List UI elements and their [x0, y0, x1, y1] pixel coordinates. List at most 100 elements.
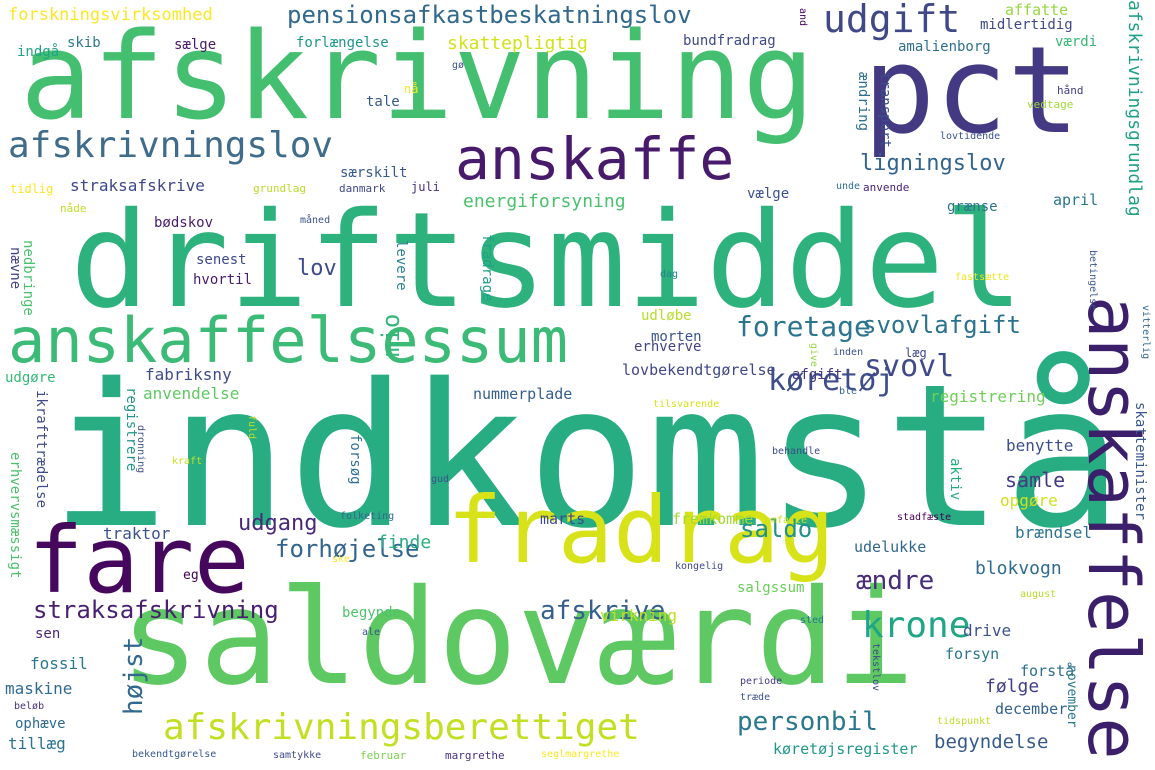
word-grundlag: grundlag: [253, 182, 306, 195]
word-forlængelse: forlængelse: [296, 35, 389, 51]
word-sted: sted: [800, 615, 825, 626]
word-forstå: forstå: [1020, 662, 1075, 680]
word-ske: ske: [332, 554, 351, 565]
word-køretøjsregister: køretøjsregister: [773, 740, 918, 758]
word-pensionsafkastbeskatningslov: pensionsafkastbeskatningslov: [287, 1, 692, 29]
word-november: november: [1064, 665, 1079, 728]
word-bekendtgørelse: bekendtgørelse: [132, 749, 217, 760]
word-juli: juli: [411, 180, 440, 194]
word-tidspunkt: tidspunkt: [937, 716, 992, 727]
word-inden: inden: [833, 347, 864, 358]
word-begynde: begynde: [342, 605, 402, 621]
word-margrethe: margrethe: [445, 749, 505, 762]
word-registrering: registrering: [930, 387, 1046, 406]
word-afskrive: afskrive: [540, 596, 666, 626]
word-saldoværdi: saldoværdi: [120, 561, 915, 715]
word-maskine: maskine: [5, 679, 73, 698]
word-ændre: ændre: [856, 566, 935, 596]
word-kraft: kraft: [172, 456, 203, 467]
word-skattepligtig: skattepligtig: [447, 33, 588, 54]
word-transport: transport: [877, 72, 893, 148]
word-stadfæste: stadfæste: [897, 512, 952, 523]
word-afskrivningsberettiget: afskrivningsberettiget: [163, 707, 640, 748]
word-svovlafgift: svovlafgift: [862, 311, 1021, 339]
word-vedtage: vedtage: [1027, 98, 1074, 111]
word-krone: krone: [862, 605, 971, 646]
word-august: august: [1020, 589, 1057, 600]
word-fremkomme: fremkomme: [672, 510, 754, 528]
word-brændsel: brændsel: [1015, 523, 1093, 542]
word-december: december: [995, 700, 1068, 718]
word-folketing: folketing: [340, 511, 395, 522]
word-april: april: [1053, 191, 1099, 209]
word-pct: pct: [863, 22, 1080, 161]
word-tillæg: tillæg: [8, 734, 66, 753]
word-benytte: benytte: [1006, 436, 1074, 455]
word-bødskov: bødskov: [154, 215, 214, 231]
word-omfatte: omfatte: [765, 515, 808, 526]
word-sen: sen: [35, 626, 61, 642]
word-afskrivning: afskrivning: [20, 8, 815, 147]
word-opgøre: opgøre: [1000, 491, 1058, 510]
word-indkomstår: indkomstår: [50, 341, 1155, 572]
word-hvortil: hvortil: [193, 272, 253, 288]
word-ligningslov: ligningslov: [860, 151, 1006, 176]
word-straksafskrivning: straksafskrivning: [33, 596, 279, 624]
word-drive: drive: [963, 621, 1012, 640]
word-anvendelse: anvendelse: [143, 384, 240, 403]
word-mio: mio: [377, 313, 405, 357]
word-dronning: dronning: [135, 425, 146, 474]
word-blokvogn: blokvogn: [975, 558, 1062, 579]
word-tidlig: tidlig: [10, 182, 54, 196]
word-traktor: traktor: [103, 524, 171, 543]
word-vitterlig: vitterlig: [1140, 305, 1151, 360]
word-personbil: personbil: [737, 707, 878, 737]
word-forhøjelse: forhøjelse: [275, 535, 420, 563]
word-bundfradrag: bundfradrag: [683, 33, 776, 49]
word-forsyn: forsyn: [945, 645, 1000, 663]
word-marts: marts: [540, 510, 586, 528]
word-forskningsvirksomhed: forskningsvirksomhed: [8, 5, 213, 25]
word-udløbe: udløbe: [641, 308, 692, 324]
word-fabriksny: fabriksny: [145, 365, 232, 384]
word-behandle: behandle: [772, 446, 821, 457]
word-afgift: afgift: [792, 367, 843, 383]
word-lov: lov: [297, 256, 337, 281]
word-fastsætte: fastsætte: [955, 272, 1010, 283]
word-anvende: anvende: [863, 181, 910, 194]
word-begyndelse: begyndelse: [934, 731, 1049, 753]
word-seglmargrethe: seglmargrethe: [541, 749, 620, 760]
word-læg: læg: [905, 346, 927, 360]
word-fradrag: fradrag: [447, 477, 835, 584]
word-midlertidig: midlertidig: [980, 17, 1073, 33]
word-samtykke: samtykke: [273, 750, 322, 761]
word-anskaffelsessum: anskaffelsessum: [8, 304, 568, 377]
word-amalienborg: amalienborg: [898, 39, 991, 55]
word-ble: ble: [839, 386, 858, 397]
word-skatteminister: skatteminister: [1132, 402, 1148, 521]
word-udgang: udgang: [238, 511, 318, 536]
word-gø: gø: [452, 60, 465, 71]
word-indgå: indgå: [17, 44, 60, 60]
word-fuld: fuld: [246, 415, 257, 440]
word-lovbekendtgørelse: lovbekendtgørelse: [622, 361, 776, 379]
word-ale: ale: [362, 627, 381, 638]
word-straksafskrive: straksafskrive: [70, 176, 205, 195]
word-morten: morten: [651, 329, 702, 345]
word-anskaffe: anskaffe: [455, 125, 735, 193]
word-aktiv: aktiv: [947, 458, 963, 501]
word-dag: dag: [660, 269, 679, 280]
word-virkning: virkning: [600, 606, 678, 625]
word-tilsvarende: tilsvarende: [653, 399, 720, 410]
word-affatte: affatte: [1005, 1, 1069, 19]
word-sælge: sælge: [174, 37, 217, 53]
word-samle: samle: [1005, 468, 1066, 492]
word-februar: februar: [360, 749, 407, 762]
word-betingelse: betingelse: [1087, 250, 1098, 311]
word-afskrivningsgrundlag: afskrivningsgrundlag: [1124, 0, 1145, 217]
word-værdi: værdi: [1055, 34, 1098, 50]
word-salgssum: salgssum: [737, 580, 805, 596]
word-and: and: [797, 8, 808, 27]
word-erhverve: erhverve: [634, 339, 702, 355]
